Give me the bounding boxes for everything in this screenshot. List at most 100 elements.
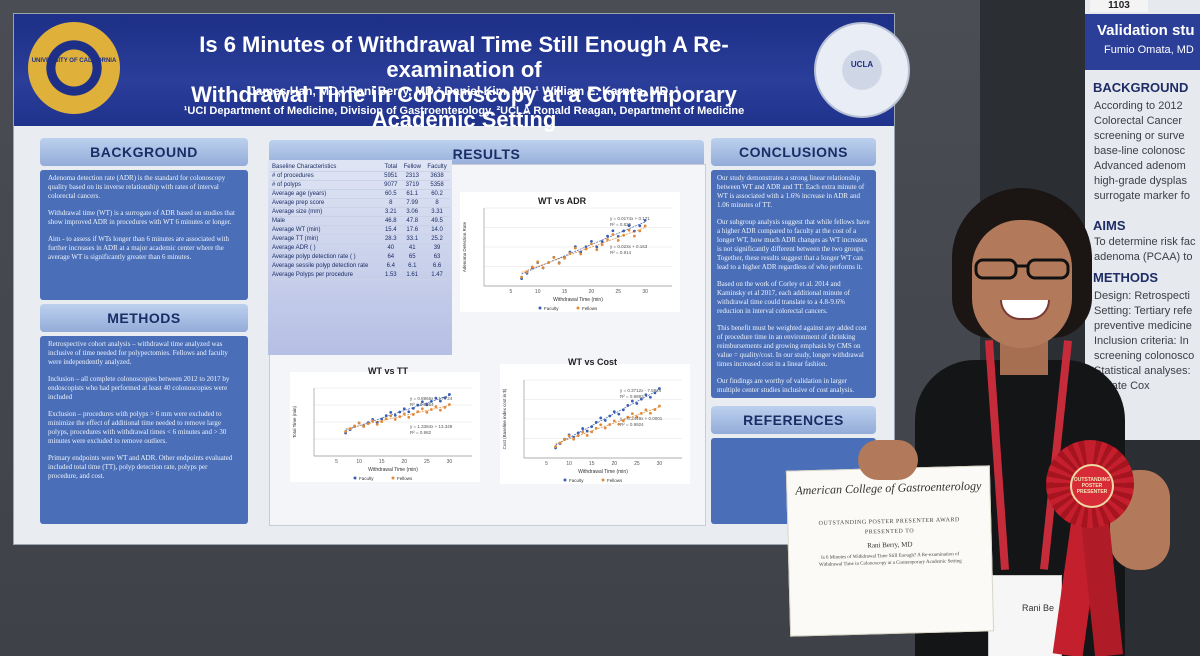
fellow-point	[643, 224, 647, 228]
table-row: Average age (years) 60.5 61.1 60.2	[270, 189, 450, 199]
x-tick-label: 30	[642, 289, 648, 295]
r2-label: R² = 0.914	[610, 250, 632, 255]
x-axis-label: Withdrawal Time (min)	[553, 297, 603, 303]
background-panel	[40, 170, 248, 300]
methods-heading: METHODS	[40, 304, 248, 332]
poster.conclusions_text-paragraph: Our subgroup analysis suggest that while…	[717, 218, 870, 271]
fellow-point	[416, 410, 420, 414]
faculty-point	[434, 396, 438, 400]
fellow-point	[611, 233, 615, 236]
chart-adr-title: WT vs ADR	[538, 196, 587, 206]
baseline-characteristics-table: Baseline Characteristics Total Fellow Facul…	[270, 163, 450, 280]
fellow-point	[603, 426, 607, 430]
equation-label: y = 1.3384x + 13.349	[410, 424, 453, 429]
faculty-point	[393, 413, 397, 417]
certificate-presented-to: PRESENTED TO	[864, 528, 915, 536]
faculty-point	[606, 234, 609, 238]
faculty-point	[622, 229, 626, 233]
fellow-point	[525, 270, 529, 274]
neighbor-poster-header	[1085, 14, 1200, 70]
neighbor-text-line: Design: Retrospecti	[1094, 290, 1190, 302]
fellow-point	[563, 256, 566, 260]
x-tick-label: 20	[589, 289, 595, 295]
faculty-point	[658, 387, 661, 390]
legend-fellow-label: Fellows	[582, 306, 598, 311]
certificate-award: OUTSTANDING POSTER PRESENTER AWARD	[818, 517, 960, 527]
fellow-point	[621, 419, 625, 423]
table-cell: Average size (mm)	[270, 207, 382, 217]
faculty-point	[630, 399, 634, 403]
table-cell: 2313	[400, 171, 425, 181]
fellow-point	[606, 238, 609, 241]
neighbor-text-line: high-grade dysplas	[1094, 175, 1187, 187]
table-cell: 60.2	[424, 189, 450, 199]
table-row: # of procedures 5951 2313 3638	[270, 171, 450, 181]
poster.background_text-paragraph: Adenoma detection rate (ADR) is the stan…	[48, 174, 226, 200]
poster-number-tag: 1103	[1090, 0, 1148, 12]
table-header-cell: Fellow	[400, 163, 425, 172]
table-cell: 47.8	[400, 216, 425, 226]
fellow-point	[644, 408, 648, 412]
r2-label: R² = 0.9864	[410, 402, 434, 407]
x-axis-label: Withdrawal Time (min)	[578, 469, 628, 475]
fellow-point	[581, 430, 585, 434]
fellow-point	[617, 422, 621, 426]
fellow-point	[393, 418, 397, 421]
table-cell: 46.8	[381, 216, 401, 226]
x-tick-label: 15	[589, 461, 595, 467]
table-cell: 61.1	[400, 189, 425, 199]
faculty-point	[590, 240, 593, 243]
table-header-cell: Faculty	[424, 163, 450, 172]
table-row: Average ADR ( ) 40 41 39	[270, 243, 450, 253]
neighbor-text-line: To determine risk fac	[1094, 236, 1196, 248]
faculty-point	[425, 403, 429, 407]
fellow-point	[584, 247, 588, 251]
neighbor-section-aims: AIMS	[1093, 218, 1126, 233]
fellow-point	[579, 252, 583, 256]
table-cell: Average age (years)	[270, 189, 382, 199]
fellow-point	[439, 408, 442, 412]
fellow-point	[375, 423, 379, 426]
table-cell: 3719	[400, 180, 425, 190]
table-cell: 1.61	[400, 270, 425, 280]
fellow-point	[585, 433, 589, 437]
table-cell: 3638	[424, 171, 450, 181]
uc-seal-logo: UNIVERSITY OF CALIFORNIA	[28, 22, 120, 114]
table-cell: 6.1	[400, 261, 425, 271]
equation-label: y = 0.8966x + 17.724	[410, 396, 453, 401]
legend-fellow-label: Fellows	[397, 476, 413, 481]
faculty-point	[617, 412, 621, 416]
table-cell: 64	[381, 252, 401, 262]
fellow-point	[600, 243, 604, 247]
table-cell: 39	[424, 243, 450, 253]
neighbor-text-line: preventive medicine	[1094, 320, 1192, 332]
table-cell: 5358	[424, 180, 450, 190]
table-cell: 5951	[381, 171, 401, 181]
x-tick-label: 15	[562, 289, 568, 295]
fellow-point	[590, 242, 593, 246]
faculty-point	[599, 416, 603, 420]
poster.conclusions_text-paragraph: This benefit must be weighted against an…	[717, 324, 867, 368]
fellow-point	[649, 411, 652, 415]
background-text: Adenoma detection rate (ADR) is the stan…	[48, 174, 238, 270]
faculty-point	[581, 427, 585, 430]
poster.methods_text-paragraph: Inclusion – all complete colonoscopies b…	[48, 375, 230, 401]
person-face	[972, 220, 1072, 348]
poster.methods_text-paragraph: Exclusion – procedures with polyps > 6 m…	[48, 410, 227, 445]
legend-faculty-swatch	[353, 476, 357, 480]
table-cell: 15.4	[381, 225, 401, 235]
r2-label: R² = 0.9893	[620, 394, 644, 399]
table-cell: 9077	[381, 180, 401, 190]
background-heading: BACKGROUND	[40, 138, 248, 166]
x-tick-label: 30	[447, 459, 453, 465]
fellow-point	[612, 419, 616, 423]
table-cell: 6.6	[424, 261, 450, 271]
ucla-seal-logo: UCLA	[814, 22, 910, 118]
conclusions-panel	[711, 170, 876, 398]
table-row: Male 46.8 47.8 49.5	[270, 216, 450, 226]
x-tick-label: 10	[535, 289, 541, 295]
x-tick-label: 5	[335, 459, 338, 465]
fellow-point	[366, 422, 370, 426]
